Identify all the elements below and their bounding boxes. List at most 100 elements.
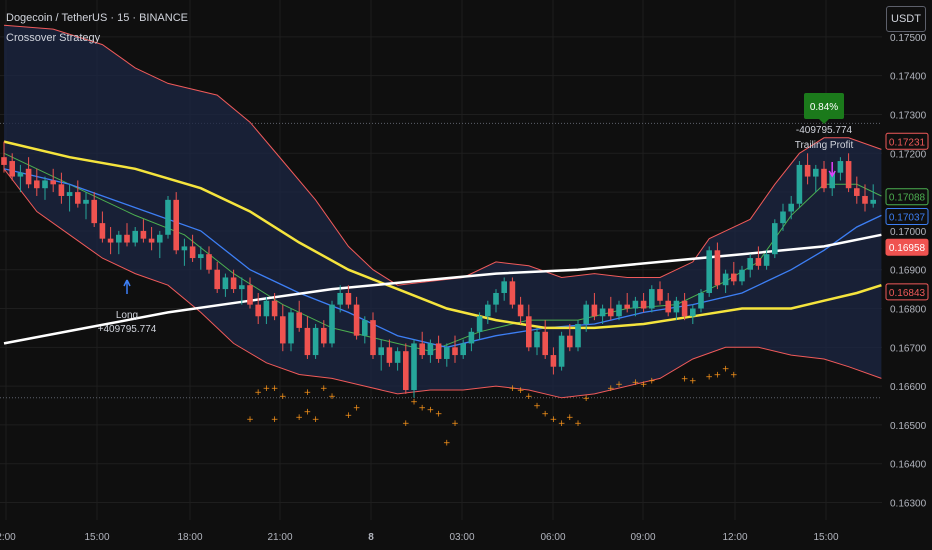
candle-body [870,199,876,204]
candle-body [755,258,762,266]
currency-button[interactable]: USDT [886,6,926,32]
profit-badge [804,93,844,119]
price-label: 0.17231 [889,137,926,148]
candle-body [567,335,573,348]
candle-body [649,289,655,309]
price-label: 0.16958 [889,243,926,254]
sar-marker: + [410,398,418,408]
sar-marker: + [722,365,730,375]
candle-body [813,168,819,177]
candle-body [42,180,48,189]
sar-marker: + [435,409,443,419]
candle-body [370,320,376,356]
candle-body [107,238,114,243]
y-tick-label: 0.17000 [890,227,927,238]
sar-marker: + [705,372,713,382]
sar-markers: + +++ ++++ + ++++ + +++ + ++++ +++++ +++++ + + + + + + + +… [246,365,737,449]
exit-qty: -409795.774 [796,125,853,136]
candle-body [526,316,532,348]
trade-annotations: Long +409795.774 0.84% -409795.774 Trailing … [98,93,853,335]
y-tick-label: 0.16300 [890,499,927,510]
sar-marker: + [607,384,615,394]
sar-marker: + [304,407,312,417]
candle-body [124,234,130,243]
candle-body [345,292,352,305]
candle-body [837,161,844,173]
candle-body [714,250,721,286]
candle-body [157,234,163,243]
candle-body [427,343,434,356]
sar-marker: + [640,380,648,390]
candle-body [329,304,335,344]
strategy-name: Crossover Strategy [6,32,101,44]
candle-body [321,327,327,344]
time-axis[interactable]: 2:00 15:00 18:00 21:00 8 03:00 06:00 09:00 12:00… [0,532,839,543]
y-tick-label: 0.17200 [890,149,927,160]
sar-marker: + [263,384,271,394]
candle-body [444,347,450,359]
sar-marker: + [328,392,336,402]
candle-body [747,258,753,270]
sar-marker: + [312,415,320,425]
candle-body [386,347,393,363]
price-label: 0.17088 [889,193,926,204]
long-arrow-icon [123,279,131,294]
candle-body [66,192,73,196]
candle-body [804,164,811,177]
sar-marker: + [345,411,353,421]
candle-body [58,184,65,196]
candle-body [337,292,343,305]
y-tick-label: 0.16900 [890,266,927,277]
x-tick-label: 8 [368,532,374,543]
price-axis[interactable]: 0.175000.174000.173000.172000.171000.170… [885,33,929,510]
candle-body [640,300,647,309]
candle-body [558,335,565,367]
candle-body [796,164,803,204]
candle-body [731,273,737,282]
price-label: 0.16843 [889,288,926,299]
candle-body [91,199,97,224]
sar-marker: + [550,415,558,425]
y-tick-label: 0.16400 [890,460,927,471]
sar-marker: + [509,384,517,394]
price-label-box [885,283,929,301]
long-label: Long [116,310,138,321]
candle-body [468,331,475,344]
candle-body [673,300,680,313]
candle-body [821,168,827,189]
candle-body [296,312,302,328]
sar-marker: + [632,378,640,388]
x-tick-label: 03:00 [449,532,474,543]
candle-body [411,343,417,390]
moving-averages [3,140,882,352]
sar-marker: + [730,370,738,380]
sar-marker: + [681,374,689,384]
candle-body [517,304,524,317]
y-tick-label: 0.17500 [890,33,927,44]
sar-marker: + [320,384,328,394]
x-tick-label: 2:00 [0,532,16,543]
candle-body [304,327,311,356]
candle-body [222,277,229,290]
ma-yellow [3,140,882,330]
candle-body [403,351,409,390]
candle-body [575,324,581,348]
candle-body [452,347,458,356]
profit-percent: 0.84% [810,102,838,113]
sar-marker: + [254,388,262,398]
candle-body [739,269,745,282]
candle-body [534,331,540,348]
candle-body [25,168,32,185]
candle-body [862,195,868,204]
candle-body [493,292,499,305]
candle-body [263,300,270,317]
candle-body [75,192,81,204]
candle-body [435,343,442,359]
sar-marker: + [271,384,279,394]
exit-arrow-icon [828,162,836,178]
price-label-box [885,208,929,226]
chart-title: Dogecoin / TetherUS · 15 · BINANCE [6,12,188,24]
candle-body [247,285,253,305]
candle-body [1,157,7,165]
